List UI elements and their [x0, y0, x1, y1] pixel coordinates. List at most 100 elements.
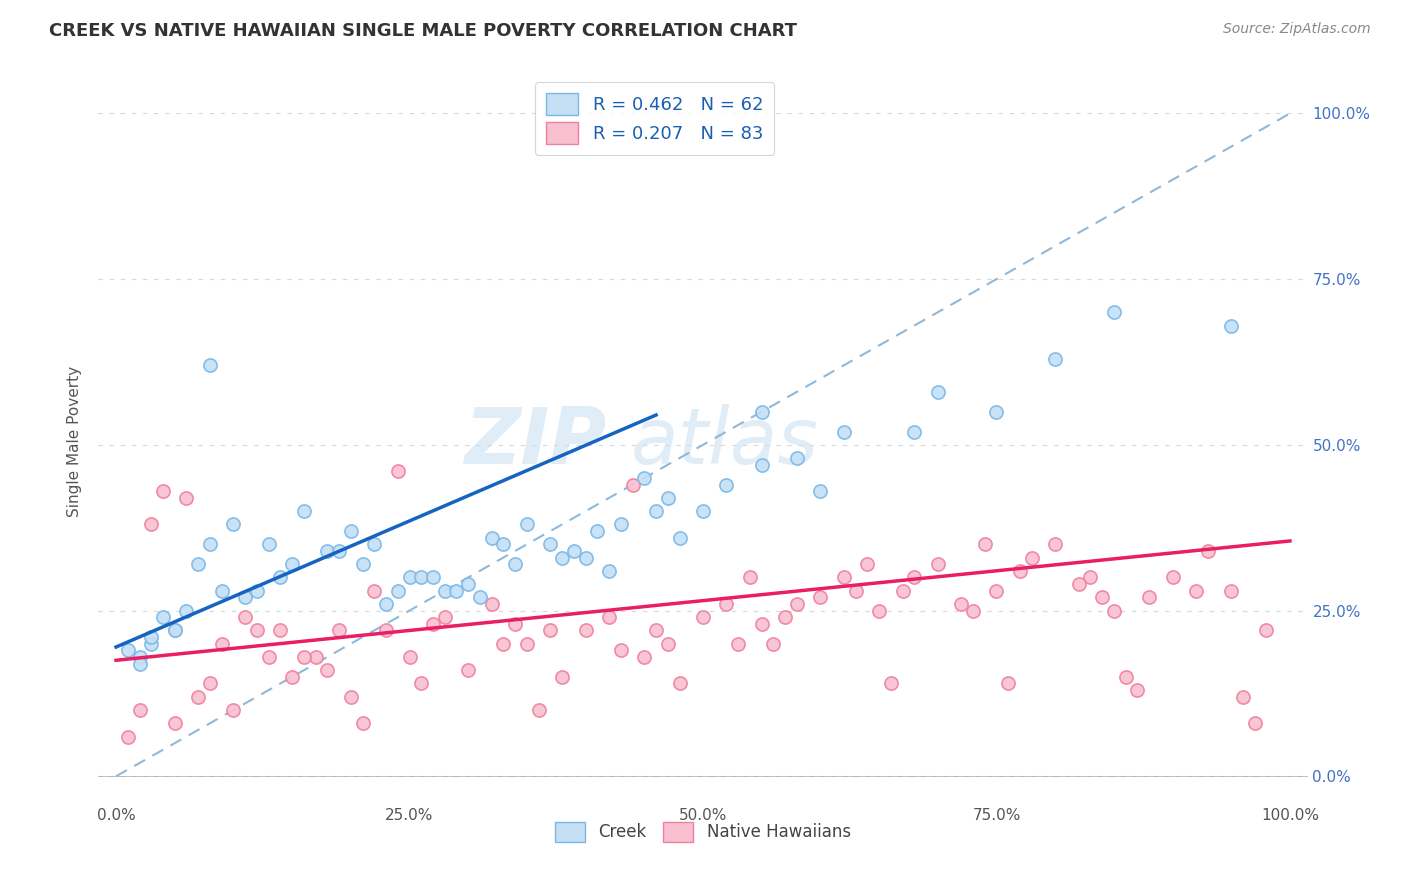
Native Hawaiians	[986, 583, 1008, 598]
Native Hawaiians	[575, 624, 598, 638]
Native Hawaiians	[1115, 670, 1137, 684]
Native Hawaiians	[1137, 591, 1160, 605]
Creek	[786, 451, 808, 466]
Native Hawaiians	[668, 676, 690, 690]
Creek	[269, 570, 291, 584]
Creek	[610, 517, 633, 532]
Native Hawaiians	[304, 650, 326, 665]
Native Hawaiians	[387, 464, 409, 478]
Native Hawaiians	[141, 517, 163, 532]
Native Hawaiians	[903, 570, 925, 584]
Creek	[211, 583, 233, 598]
Creek	[692, 504, 714, 518]
Native Hawaiians	[880, 676, 903, 690]
Native Hawaiians	[328, 624, 350, 638]
Creek	[457, 577, 479, 591]
Native Hawaiians	[316, 663, 339, 677]
Native Hawaiians	[973, 537, 995, 551]
Native Hawaiians	[1102, 603, 1125, 617]
Creek	[751, 405, 773, 419]
Creek	[633, 471, 655, 485]
Native Hawaiians	[187, 690, 209, 704]
Creek	[198, 359, 221, 373]
Creek	[328, 544, 350, 558]
Creek	[363, 537, 385, 551]
Native Hawaiians	[868, 603, 890, 617]
Creek	[233, 591, 256, 605]
Native Hawaiians	[621, 477, 644, 491]
Native Hawaiians	[1126, 683, 1149, 698]
Native Hawaiians	[808, 591, 831, 605]
Native Hawaiians	[1197, 544, 1219, 558]
Native Hawaiians	[281, 670, 304, 684]
Native Hawaiians	[692, 610, 714, 624]
Native Hawaiians	[340, 690, 363, 704]
Creek	[187, 557, 209, 571]
Native Hawaiians	[457, 663, 479, 677]
Creek	[152, 610, 174, 624]
Creek	[1043, 351, 1066, 366]
Native Hawaiians	[375, 624, 398, 638]
Creek	[551, 550, 574, 565]
Creek	[163, 624, 186, 638]
Creek	[538, 537, 561, 551]
Creek	[433, 583, 456, 598]
Creek	[808, 484, 831, 499]
Native Hawaiians	[128, 703, 150, 717]
Creek	[716, 477, 738, 491]
Native Hawaiians	[246, 624, 269, 638]
Native Hawaiians	[1232, 690, 1254, 704]
Native Hawaiians	[503, 616, 526, 631]
Creek	[575, 550, 598, 565]
Creek	[128, 657, 150, 671]
Native Hawaiians	[363, 583, 385, 598]
Creek	[927, 384, 949, 399]
Native Hawaiians	[1243, 716, 1265, 731]
Text: Source: ZipAtlas.com: Source: ZipAtlas.com	[1223, 22, 1371, 37]
Y-axis label: Single Male Poverty: Single Male Poverty	[67, 366, 83, 517]
Native Hawaiians	[492, 637, 515, 651]
Creek	[198, 537, 221, 551]
Native Hawaiians	[516, 637, 538, 651]
Creek	[222, 517, 245, 532]
Creek	[598, 564, 620, 578]
Creek	[446, 583, 468, 598]
Native Hawaiians	[1220, 583, 1243, 598]
Native Hawaiians	[1043, 537, 1066, 551]
Native Hawaiians	[845, 583, 868, 598]
Native Hawaiians	[527, 703, 550, 717]
Native Hawaiians	[997, 676, 1019, 690]
Creek	[141, 630, 163, 644]
Native Hawaiians	[398, 650, 420, 665]
Native Hawaiians	[891, 583, 914, 598]
Creek	[562, 544, 585, 558]
Native Hawaiians	[716, 597, 738, 611]
Native Hawaiians	[1091, 591, 1114, 605]
Native Hawaiians	[657, 637, 679, 651]
Creek	[257, 537, 280, 551]
Text: CREEK VS NATIVE HAWAIIAN SINGLE MALE POVERTY CORRELATION CHART: CREEK VS NATIVE HAWAIIAN SINGLE MALE POV…	[49, 22, 797, 40]
Native Hawaiians	[176, 491, 198, 505]
Native Hawaiians	[257, 650, 280, 665]
Native Hawaiians	[950, 597, 973, 611]
Native Hawaiians	[1067, 577, 1090, 591]
Native Hawaiians	[610, 643, 633, 657]
Native Hawaiians	[1185, 583, 1208, 598]
Native Hawaiians	[633, 650, 655, 665]
Creek	[292, 504, 315, 518]
Creek	[492, 537, 515, 551]
Native Hawaiians	[481, 597, 503, 611]
Creek	[411, 570, 433, 584]
Native Hawaiians	[222, 703, 245, 717]
Native Hawaiians	[1161, 570, 1184, 584]
Native Hawaiians	[163, 716, 186, 731]
Creek	[986, 405, 1008, 419]
Creek	[163, 624, 186, 638]
Creek	[375, 597, 398, 611]
Creek	[128, 650, 150, 665]
Native Hawaiians	[211, 637, 233, 651]
Native Hawaiians	[762, 637, 785, 651]
Creek	[1220, 318, 1243, 333]
Creek	[246, 583, 269, 598]
Native Hawaiians	[1008, 564, 1031, 578]
